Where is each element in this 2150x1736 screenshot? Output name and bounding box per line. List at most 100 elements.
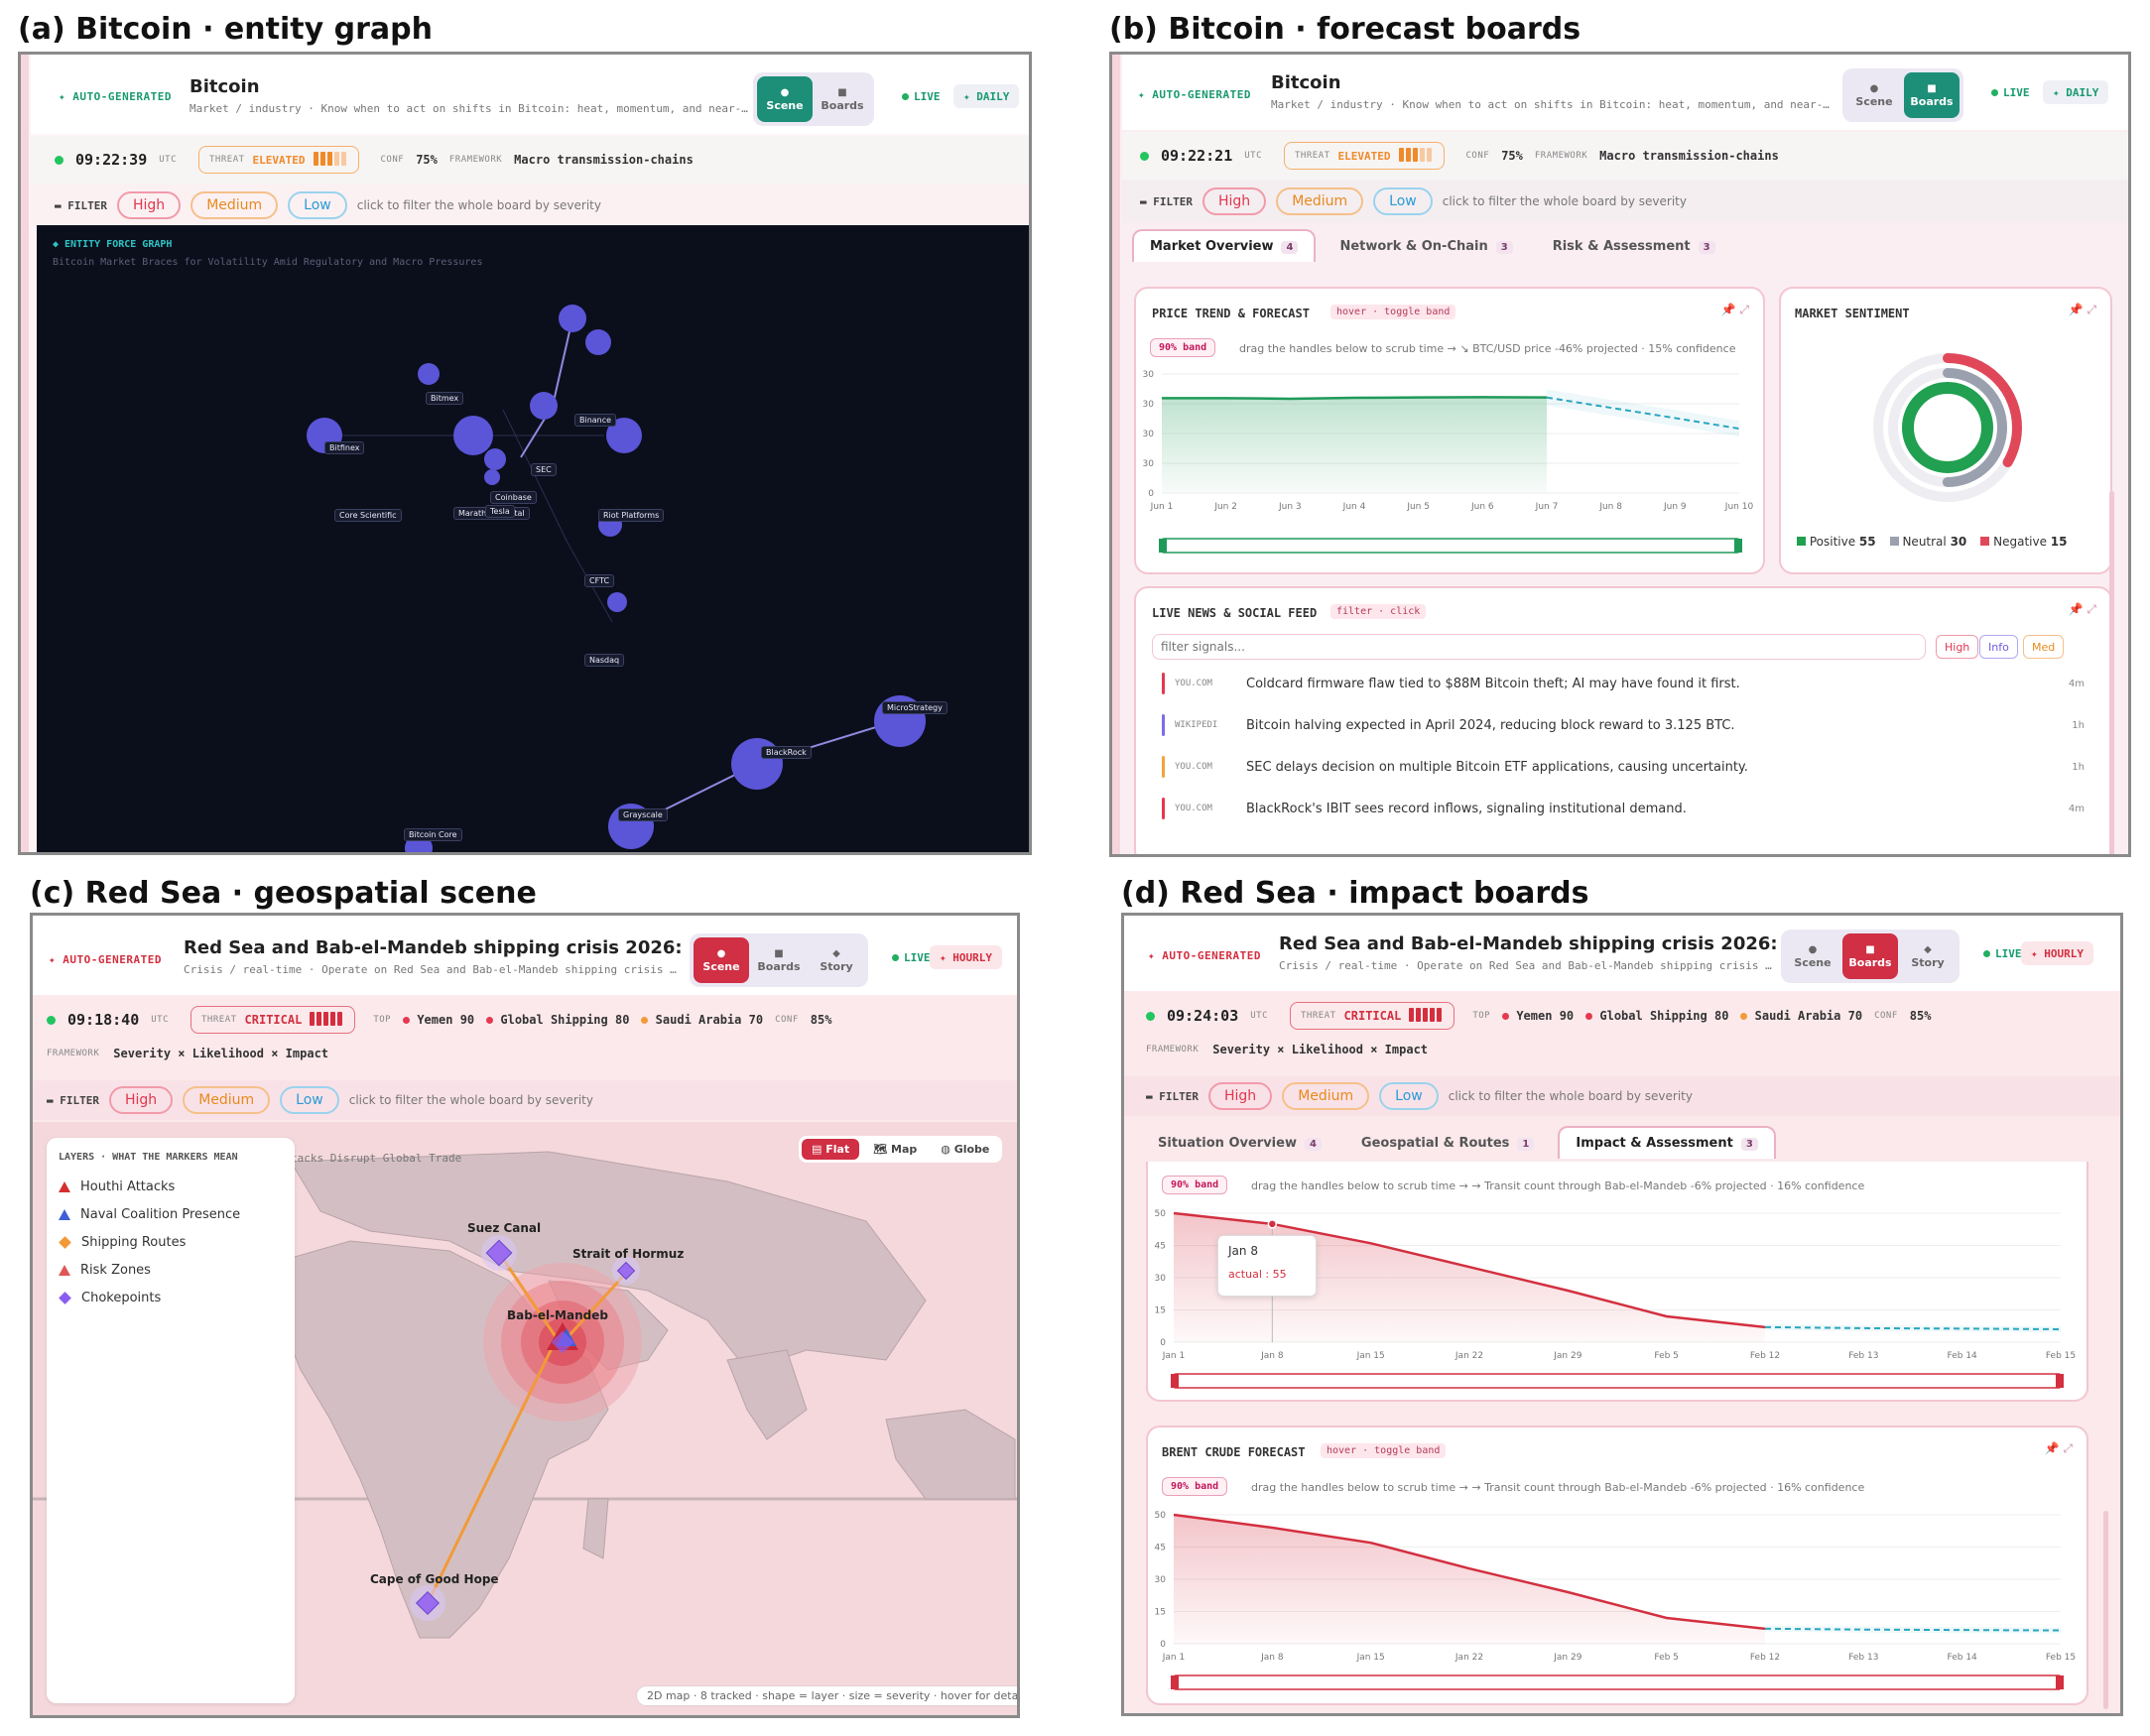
entity-graph-canvas[interactable]: ◆ ENTITY FORCE GRAPH Bitcoin Market Brac… — [37, 225, 1029, 852]
pin-icon[interactable]: 📌 ⤢ — [2044, 1441, 2073, 1455]
filter-low-chip[interactable]: Low — [288, 191, 347, 219]
top-entity-1[interactable]: Yemen 90 — [1502, 1009, 1574, 1023]
node-label[interactable]: Coinbase — [490, 491, 537, 504]
node-label[interactable]: Bitfinex — [324, 441, 365, 454]
top-entity-2[interactable]: Global Shipping 80 — [1585, 1009, 1728, 1023]
node-label[interactable]: Bitcoin Core — [404, 828, 462, 841]
tab-impact-assessment[interactable]: Impact & Assessment 3 — [1558, 1126, 1776, 1159]
filter-medium-chip[interactable]: Medium — [1282, 1082, 1370, 1110]
feed-med-chip[interactable]: Med — [2023, 635, 2065, 659]
sentiment-donut[interactable] — [1781, 289, 2112, 574]
legend-item[interactable]: Risk Zones — [59, 1256, 283, 1284]
scrollbar[interactable] — [2103, 1511, 2108, 1709]
scene-view-button[interactable]: ● Scene — [1794, 943, 1832, 969]
globe-mode-button[interactable]: ◍ Globe — [941, 1143, 990, 1156]
filter-low-chip[interactable]: Low — [1379, 1082, 1439, 1110]
node-label[interactable]: Riot Platforms — [598, 509, 665, 522]
cadence-badge[interactable]: ✦ HOURLY — [2021, 941, 2093, 965]
node-label[interactable]: Nasdaq — [584, 654, 625, 667]
cadence-badge[interactable]: ✦ DAILY — [953, 84, 1020, 108]
legend-item[interactable]: Chokepoints — [59, 1284, 283, 1311]
label-bab-el-mandeb[interactable]: Bab-el-Mandeb — [507, 1308, 608, 1322]
feed-filter-input[interactable] — [1152, 634, 1926, 660]
brent-crude-chart[interactable]: 0 15 30 45 50 Jan 1 Jan 8 Jan 15 Jan 22 Jan 29 Feb… — [1148, 1427, 2088, 1705]
pin-icon[interactable]: 📌 ⤢ — [2068, 602, 2096, 616]
filter-high-chip[interactable]: High — [109, 1086, 174, 1114]
toggle-band-tag[interactable]: hover · toggle band — [1330, 305, 1456, 319]
tab-market-overview[interactable]: Market Overview 4 — [1132, 229, 1317, 262]
story-view-button[interactable]: ◆ Story — [820, 947, 853, 973]
filter-click-tag[interactable]: filter · click — [1330, 604, 1427, 619]
map-mode-button[interactable]: 🗺 Map — [873, 1143, 918, 1156]
view-switcher: ● Scene ■ Boards — [753, 72, 874, 126]
node-label[interactable]: Grayscale — [618, 808, 668, 821]
band-toggle[interactable]: 90% band — [1150, 338, 1216, 357]
node-label[interactable]: Tesla — [485, 505, 515, 518]
feed-item[interactable]: YOU.COM BlackRock's IBIT sees record infl… — [1162, 795, 2085, 822]
top-entity-1[interactable]: Yemen 90 — [403, 1013, 474, 1027]
boards-view-button[interactable]: ■ Boards — [1904, 72, 1960, 118]
hover-point — [1267, 1219, 1278, 1229]
node-label[interactable]: CFTC — [584, 574, 615, 587]
cadence-badge[interactable]: ✦ HOURLY — [930, 945, 1002, 969]
forecast-band — [1765, 1625, 2061, 1634]
tab-geospatial-routes[interactable]: Geospatial & Routes 1 — [1345, 1128, 1550, 1159]
label-suez-canal[interactable]: Suez Canal — [467, 1221, 542, 1235]
filter-medium-chip[interactable]: Medium — [190, 191, 279, 219]
scene-view-button[interactable]: ● Scene — [694, 937, 749, 983]
filter-bar: ▬ FILTER High Medium Low click to filter… — [33, 1080, 1017, 1120]
feed-info-chip[interactable]: Info — [1979, 635, 2018, 659]
filter-low-chip[interactable]: Low — [1373, 187, 1433, 215]
filter-high-chip[interactable]: High — [1202, 187, 1267, 215]
feed-item[interactable]: YOU.COM Coldcard firmware flaw tied to $8… — [1162, 670, 2085, 697]
legend-item[interactable]: Naval Coalition Presence — [59, 1200, 283, 1228]
top-entity-2[interactable]: Global Shipping 80 — [486, 1013, 629, 1027]
label-strait-of-hormuz[interactable]: Strait of Hormuz — [572, 1247, 685, 1261]
scrollbar[interactable] — [2109, 491, 2114, 854]
node-tesla — [484, 469, 500, 485]
node-label[interactable]: SEC — [531, 463, 557, 476]
tab-network-on-chain[interactable]: Network & On-Chain 3 — [1324, 231, 1528, 262]
legend-item[interactable]: Houthi Attacks — [59, 1173, 283, 1200]
feed-item[interactable]: WIKIPEDI Bitcoin halving expected in Apri… — [1162, 711, 2085, 739]
filter-high-chip[interactable]: High — [1208, 1082, 1273, 1110]
top-entity-3[interactable]: Saudi Arabia 70 — [1740, 1009, 1862, 1023]
node-label[interactable]: Bitmex — [426, 392, 464, 405]
node-label[interactable]: Core Scientific — [334, 509, 402, 522]
story-view-button[interactable]: ◆ Story — [1911, 943, 1945, 969]
node-label[interactable]: Binance — [574, 414, 617, 427]
feed-high-chip[interactable]: High — [1936, 635, 1979, 659]
band-toggle[interactable]: 90% band — [1162, 1176, 1228, 1194]
conf-label: CONF — [380, 155, 405, 165]
band-toggle[interactable]: 90% band — [1162, 1477, 1228, 1496]
boards-view-button[interactable]: ■ Boards — [757, 947, 801, 973]
scene-view-button[interactable]: ● Scene — [1855, 82, 1893, 108]
hormuz-marker — [616, 1261, 636, 1281]
tab-risk-assessment[interactable]: Risk & Assessment 3 — [1537, 231, 1731, 262]
pin-icon[interactable]: 📌 ⤢ — [1720, 303, 1749, 316]
label-cape-of-good-hope[interactable]: Cape of Good Hope — [370, 1572, 499, 1586]
filter-medium-chip[interactable]: Medium — [1276, 187, 1364, 215]
filter-medium-chip[interactable]: Medium — [183, 1086, 271, 1114]
x-tick-label: Feb 13 — [1848, 1351, 1878, 1361]
tab-situation-overview[interactable]: Situation Overview 4 — [1142, 1128, 1337, 1159]
toggle-band-tag[interactable]: hover · toggle band — [1321, 1443, 1447, 1458]
transit-count-chart[interactable]: 0 15 30 45 50 Jan 1 Jan 8 Jan 15 Jan 22 Jan 29 Feb… — [1148, 1162, 2088, 1402]
boards-view-button[interactable]: ■ Boards — [821, 86, 864, 112]
node-label[interactable]: MicroStrategy — [882, 701, 948, 714]
legend-item[interactable]: Shipping Routes — [59, 1228, 283, 1256]
price-trend-chart[interactable]: 0 30 30 30 30 Jun 1 Jun 2 Jun 3 Jun 4 Jun 5 Jun 6 J… — [1136, 289, 1765, 574]
flat-mode-button[interactable]: ▤ Flat — [802, 1139, 860, 1160]
filter-low-chip[interactable]: Low — [280, 1086, 339, 1114]
boards-view-button[interactable]: ■ Boards — [1842, 933, 1898, 979]
utc-label: UTC — [151, 1015, 170, 1025]
node-label[interactable]: BlackRock — [761, 746, 812, 759]
pin-icon[interactable]: 📌 ⤢ — [2068, 303, 2096, 316]
top-entity-3[interactable]: Saudi Arabia 70 — [641, 1013, 763, 1027]
filter-high-chip[interactable]: High — [117, 191, 182, 219]
scene-view-button[interactable]: ● Scene — [757, 76, 813, 122]
cadence-badge[interactable]: ✦ DAILY — [2043, 80, 2109, 104]
map-canvas[interactable]: tacks Disrupt Global Trade Suez Canal St… — [33, 1122, 1017, 1715]
feed-item[interactable]: YOU.COM SEC delays decision on multiple B… — [1162, 753, 2085, 781]
filter-hint: click to filter the whole board by sever… — [356, 198, 601, 212]
